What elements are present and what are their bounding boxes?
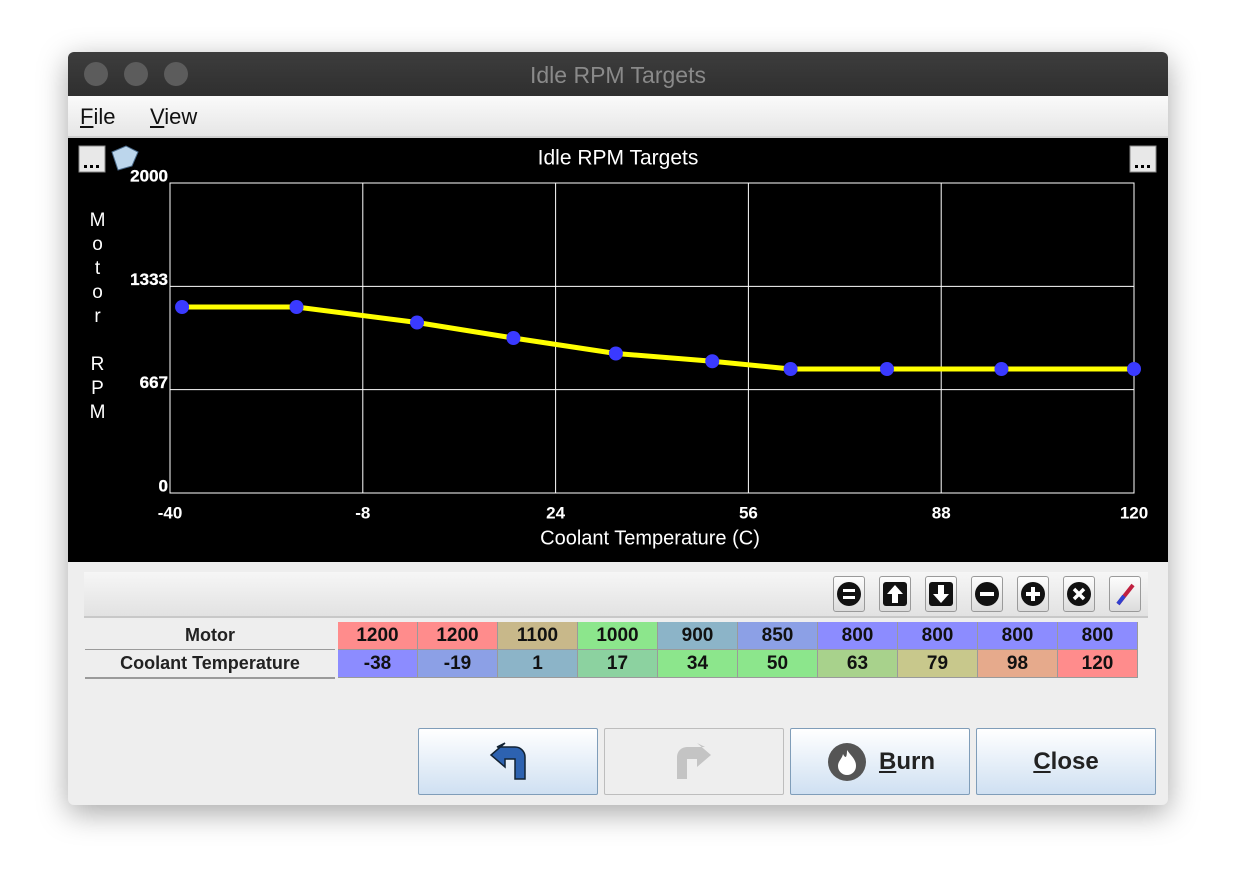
table-cell[interactable]: 98 [978, 650, 1058, 678]
table-cell[interactable]: 800 [1058, 622, 1138, 650]
close-button[interactable]: Close [976, 728, 1156, 795]
y-tick-label: 2000 [130, 166, 168, 185]
table-cell[interactable]: -38 [338, 650, 418, 678]
dot [90, 165, 93, 168]
x-tick-label: 88 [932, 503, 951, 522]
chart-options-button[interactable] [1129, 145, 1157, 173]
y-tick-label: 1333 [130, 270, 168, 289]
data-point [506, 331, 521, 345]
table-cell[interactable]: 17 [578, 650, 658, 678]
menu-bar: File View [68, 96, 1168, 138]
table-cell[interactable]: 800 [978, 622, 1058, 650]
title-bar: Idle RPM Targets [68, 52, 1168, 96]
chart: Idle RPM Targets Coolant Temperature (C)… [68, 138, 1168, 562]
menu-view[interactable]: View [150, 104, 198, 129]
x-tick-label: 120 [1120, 503, 1148, 522]
table-cell[interactable]: 850 [738, 622, 818, 650]
table-cell[interactable]: 1 [498, 650, 578, 678]
burn-label: Burn [878, 747, 935, 775]
subtract-button[interactable] [971, 576, 1003, 612]
row-label: Coolant Temperature [85, 650, 335, 679]
minimize-light[interactable] [124, 62, 148, 86]
redo-button [604, 728, 784, 795]
table-cell[interactable]: 50 [738, 650, 818, 678]
multiply-button[interactable] [1063, 576, 1095, 612]
undo-button[interactable] [418, 728, 598, 795]
x-tick-label: 56 [739, 503, 758, 522]
data-point [175, 300, 190, 314]
dot [1135, 165, 1138, 168]
zoom-light[interactable] [164, 62, 188, 86]
data-point [608, 346, 623, 361]
table-cell[interactable]: 1200 [338, 622, 418, 650]
close-label: Close [1033, 747, 1099, 775]
table-cell[interactable]: 800 [818, 622, 898, 650]
data-point [705, 354, 720, 369]
increase-button[interactable] [879, 576, 911, 612]
x-tick-label: 24 [546, 503, 565, 522]
data-point [1127, 362, 1141, 376]
data-point [410, 315, 425, 330]
x-tick-label: -40 [158, 503, 183, 522]
table-cell[interactable]: 1100 [498, 622, 578, 650]
color-button[interactable] [1109, 576, 1141, 612]
add-button[interactable] [1017, 576, 1049, 612]
burn-button[interactable]: Burn [790, 728, 970, 795]
table-cell[interactable]: 63 [818, 650, 898, 678]
data-point [783, 362, 798, 376]
chart-title: Idle RPM Targets [538, 147, 699, 170]
equal-button[interactable] [833, 576, 865, 612]
table-cell[interactable]: 120 [1058, 650, 1138, 678]
close-light[interactable] [84, 62, 108, 86]
dot [1147, 165, 1150, 168]
data-point [289, 300, 304, 314]
data-point [879, 362, 894, 376]
chart-edit-icon[interactable] [111, 145, 139, 171]
table-cell[interactable]: 1200 [418, 622, 498, 650]
row-label: Motor [85, 622, 335, 651]
table-toolbar [84, 572, 1148, 618]
table-cell[interactable]: 34 [658, 650, 738, 678]
table-cell[interactable]: 900 [658, 622, 738, 650]
table-cell[interactable]: -19 [418, 650, 498, 678]
y-axis-label: Motor RPM [87, 210, 108, 426]
dot [96, 165, 99, 168]
table-cell[interactable]: 1000 [578, 622, 658, 650]
table: Motor 1200 1200 1100 1000 900 850 800 800 800 800 C… [68, 622, 1168, 679]
dot [1141, 165, 1144, 168]
y-tick-label: 667 [140, 373, 168, 392]
table-cell[interactable]: 79 [898, 650, 978, 678]
x-tick-label: -8 [355, 503, 370, 522]
data-point [994, 362, 1009, 376]
x-axis-label: Coolant Temperature (C) [540, 527, 760, 549]
window: Idle RPM Targets File View Idle RPM Targ… [68, 52, 1168, 805]
data-line [182, 304, 1134, 372]
y-tick-label: 0 [159, 476, 168, 495]
chart-options-button[interactable] [78, 145, 106, 173]
window-title: Idle RPM Targets [530, 62, 706, 88]
dot [84, 165, 87, 168]
decrease-button[interactable] [925, 576, 957, 612]
menu-file[interactable]: File [80, 104, 116, 129]
table-cell[interactable]: 800 [898, 622, 978, 650]
